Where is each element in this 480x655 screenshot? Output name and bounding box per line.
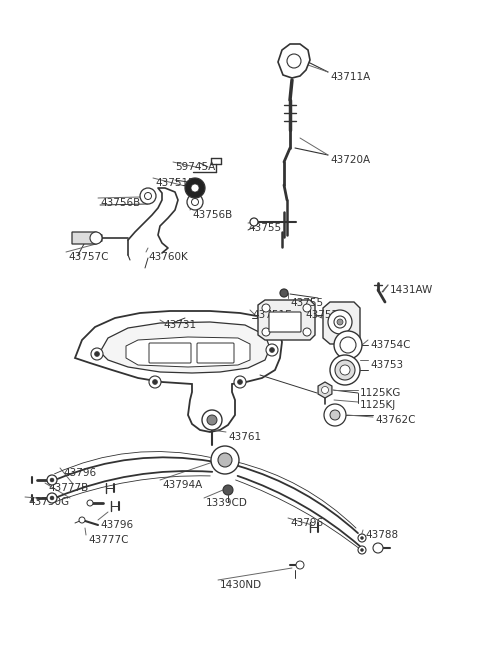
Circle shape [238,379,242,384]
Circle shape [303,328,311,336]
Circle shape [373,543,383,553]
Text: 43731: 43731 [163,320,196,330]
Circle shape [334,331,362,359]
Circle shape [79,517,85,523]
Circle shape [328,310,352,334]
Circle shape [360,548,363,552]
Circle shape [296,561,304,569]
Text: 43756B: 43756B [100,198,140,208]
Circle shape [185,178,205,198]
Text: 43794A: 43794A [162,480,202,490]
Polygon shape [72,232,102,244]
Circle shape [191,184,199,192]
Circle shape [269,348,275,352]
Text: 43753: 43753 [370,360,403,370]
Circle shape [218,453,232,467]
Circle shape [340,365,350,375]
Circle shape [280,289,288,297]
Text: 43752E: 43752E [305,310,345,320]
Circle shape [192,198,199,206]
Text: 43751E: 43751E [252,310,292,320]
Polygon shape [323,302,360,344]
Text: 1125KG: 1125KG [360,388,401,398]
Circle shape [330,410,340,420]
Polygon shape [126,337,250,367]
Text: 1125KJ: 1125KJ [360,400,396,410]
Circle shape [202,410,222,430]
Text: 43762C: 43762C [375,415,416,425]
Circle shape [360,536,363,540]
Text: 43754C: 43754C [370,340,410,350]
Text: 43757C: 43757C [68,252,108,262]
Circle shape [223,485,233,495]
Circle shape [149,376,161,388]
Circle shape [337,319,343,325]
Circle shape [207,415,217,425]
Circle shape [266,344,278,356]
Text: 43760K: 43760K [148,252,188,262]
Circle shape [144,193,152,200]
Text: 59745A: 59745A [175,162,215,172]
Circle shape [153,379,157,384]
Circle shape [91,348,103,360]
Polygon shape [75,311,282,432]
Text: 43755: 43755 [290,298,323,308]
Text: 43788: 43788 [365,530,398,540]
Circle shape [358,534,366,542]
Text: 43777B: 43777B [48,483,88,493]
Text: 1431AW: 1431AW [390,285,433,295]
Circle shape [250,218,258,226]
Polygon shape [100,322,270,373]
Circle shape [324,404,346,426]
Circle shape [322,386,328,394]
Circle shape [95,352,99,356]
Text: 43711A: 43711A [330,72,370,82]
Text: 43796: 43796 [290,518,323,528]
Text: 1430ND: 1430ND [220,580,262,590]
Circle shape [262,328,270,336]
Text: 43796: 43796 [63,468,96,478]
FancyBboxPatch shape [149,343,191,363]
Polygon shape [278,44,310,78]
Polygon shape [258,300,315,340]
Text: 43750G: 43750G [28,497,69,507]
Circle shape [50,496,54,500]
Text: 1339CD: 1339CD [206,498,248,508]
Circle shape [335,360,355,380]
Text: 43756B: 43756B [192,210,232,220]
Circle shape [90,232,102,244]
Text: 43777C: 43777C [88,535,129,545]
FancyBboxPatch shape [269,312,301,332]
Circle shape [87,500,93,506]
Circle shape [287,54,301,68]
Circle shape [358,546,366,554]
Text: 43761: 43761 [228,432,261,442]
FancyBboxPatch shape [197,343,234,363]
Circle shape [340,337,356,353]
Circle shape [334,316,346,328]
Circle shape [187,194,203,210]
Circle shape [211,446,239,474]
Circle shape [303,304,311,312]
Text: 43720A: 43720A [330,155,370,165]
Text: 43796: 43796 [100,520,133,530]
Text: 43751B: 43751B [155,178,195,188]
Circle shape [47,493,57,503]
Circle shape [234,376,246,388]
Text: 43755: 43755 [248,223,281,233]
Circle shape [140,188,156,204]
Circle shape [50,478,54,482]
Circle shape [262,304,270,312]
Circle shape [47,475,57,485]
Circle shape [330,355,360,385]
